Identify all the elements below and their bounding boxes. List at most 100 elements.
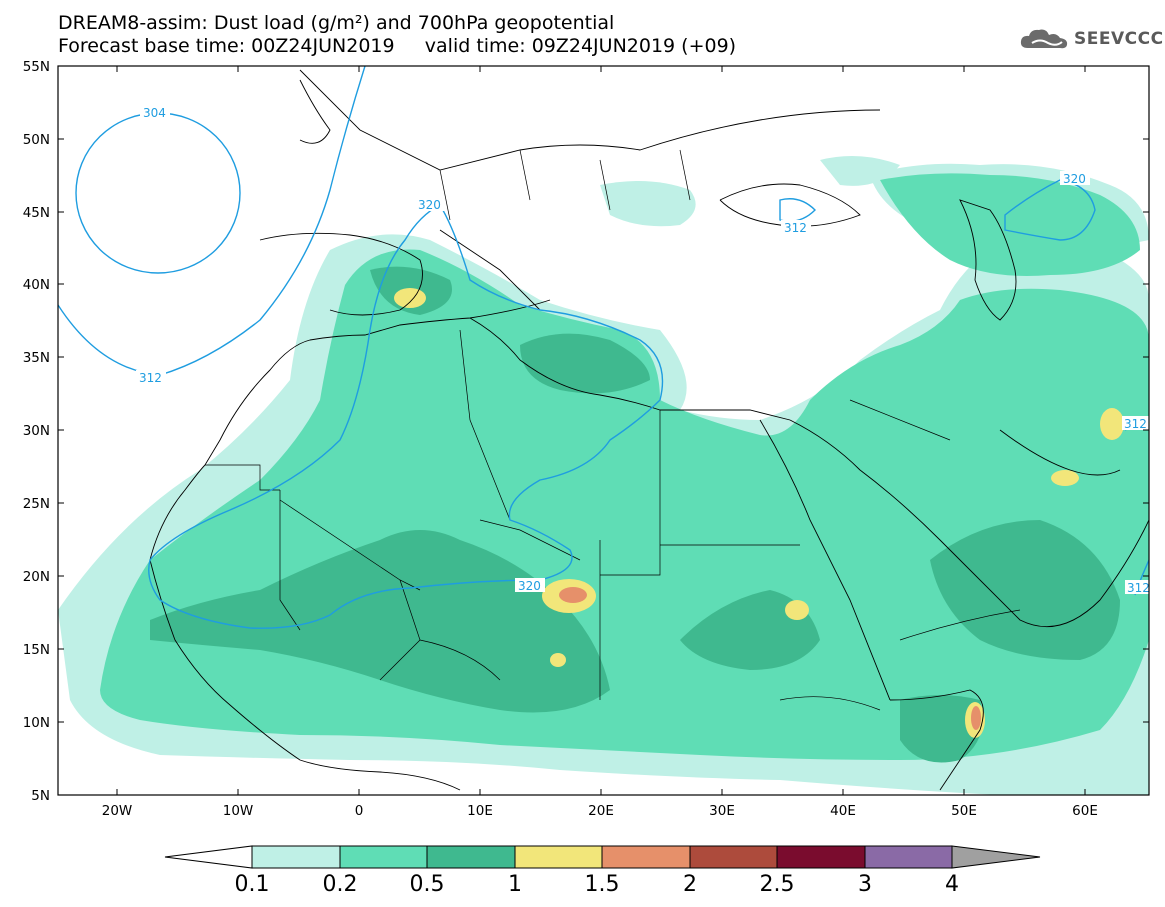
lon-label: 10W [223,803,254,819]
lon-label: 40E [830,803,856,819]
colorbar-bin-2.5 [776,845,866,869]
colorbar-bin-0.1 [251,845,341,869]
lat-label: 45N [23,205,50,221]
border-niger-chad [479,519,581,561]
dust-spot-uae [1051,470,1079,486]
cloud-icon [1020,29,1068,49]
dust-area-libya [520,333,650,394]
colorbar-label: 3 [858,872,872,897]
lat-label: 55N [23,59,50,75]
map-title: DREAM8-assim: Dust load (g/m²) and 700hP… [58,12,615,34]
lon-label: 20E [588,803,614,819]
coastline-caspian [959,199,1017,321]
contour-labels: 304 320 312 312 320 320 312 312 [136,105,1150,595]
colorbar-bin-1 [514,845,603,869]
lon-label: 30E [709,803,735,819]
geopotential-contours [58,66,1149,629]
seevccc-logo: SEEVCCC [1018,26,1164,52]
dust-core-somalia [971,706,981,730]
contour-label-320-italy: 320 [418,198,441,212]
axis-ticks [58,65,1149,796]
dust-area-caspian [880,173,1140,276]
colorbar-label: 2 [683,872,697,897]
coastline-uk [299,79,331,144]
dust-area-light-black-sea [820,156,900,186]
colorbar-label: 4 [945,872,959,897]
border-saudi-iraq [849,399,951,441]
lat-label: 5N [31,788,50,804]
lat-label: 10N [23,715,50,731]
coastline-black-sea [719,183,861,227]
colorbar-bin-0.5 [426,845,516,869]
coastline-persian-gulf [999,429,1121,476]
border-libya-egypt [600,410,661,576]
longitude-labels: 20W 10W 0 10E 20E 30E 40E 50E 60E [102,803,1098,819]
border-europe [439,149,691,221]
lat-label: 50N [23,132,50,148]
lat-label: 35N [23,350,50,366]
coastline-gulf-of-guinea [149,559,461,791]
coastline-horn-of-africa [889,689,984,791]
lon-label: 20W [102,803,133,819]
dust-core-chad [559,587,587,603]
dust-area-sahel [150,530,610,713]
colorbar-label: 1 [508,872,522,897]
border-algeria-libya [459,329,511,521]
dust-spot-darfur [550,653,566,667]
colorbar-label: 2.5 [759,872,795,897]
lon-label: 60E [1072,803,1098,819]
colorbar-bin-1.5 [601,845,691,869]
dust-area-arabia [930,520,1120,660]
border-mauritania [279,490,301,631]
contour-label-304: 304 [143,106,166,120]
dust-spot-gulf [1100,408,1124,440]
lat-label: 40N [23,277,50,293]
contour-312-west [58,66,366,376]
dust-spot-sudan [785,600,809,620]
colorbar-bin-0.2 [339,845,428,869]
logo-text: SEEVCCC [1074,29,1164,49]
map-area: 304 320 312 312 320 320 312 312 [58,66,1150,795]
colorbar-label: 0.5 [409,872,445,897]
lat-label: 15N [23,642,50,658]
border-ethiopia [779,696,881,711]
colorbar-bin-2 [689,845,778,869]
dust-level-0.5 [150,266,1120,763]
lat-label: 25N [23,496,50,512]
dust-area-light-balkans [600,181,696,227]
lat-label: 20N [23,569,50,585]
country-borders [205,149,1021,711]
contour-label-320-caspian: 320 [1063,172,1086,186]
colorbar-label: 0.1 [234,872,270,897]
lon-label: 50E [951,803,977,819]
colorbar-label: 0.2 [322,872,358,897]
dust-level-1 [394,288,1124,738]
contour-label-320-chad: 320 [518,579,541,593]
lon-label: 0 [355,803,364,819]
contour-label-312-gulf: 312 [1124,417,1147,431]
contour-label-312-arabian-sea: 312 [1127,581,1150,595]
colorbar-bin-3 [864,845,953,869]
coastline-arabia [789,419,1149,628]
contour-320-caspian [1004,179,1096,241]
lat-label: 30N [23,423,50,439]
colorbar [164,845,1041,869]
coastline-red-sea [759,419,891,701]
latitude-labels: 55N 50N 45N 40N 35N 30N 25N 20N 15N 10N … [23,59,50,804]
border-nigeria [419,639,501,681]
contour-label-312-black-sea: 312 [784,221,807,235]
border-saudi-yemen [899,609,1021,641]
forecast-times: Forecast base time: 00Z24JUN2019 valid t… [58,35,737,57]
colorbar-right-arrow [951,845,1041,869]
colorbar-left-arrow [164,845,253,869]
lon-label: 10E [467,803,493,819]
dust-level-1.5 [559,587,981,730]
coastline-north-africa [469,317,791,421]
dust-area-east-africa [900,695,983,763]
dust-spot-iberia [394,288,426,308]
colorbar-label: 1.5 [584,872,620,897]
contour-320-main [148,204,664,629]
coastline-europe [299,69,881,171]
coastline-west-africa [149,299,551,561]
